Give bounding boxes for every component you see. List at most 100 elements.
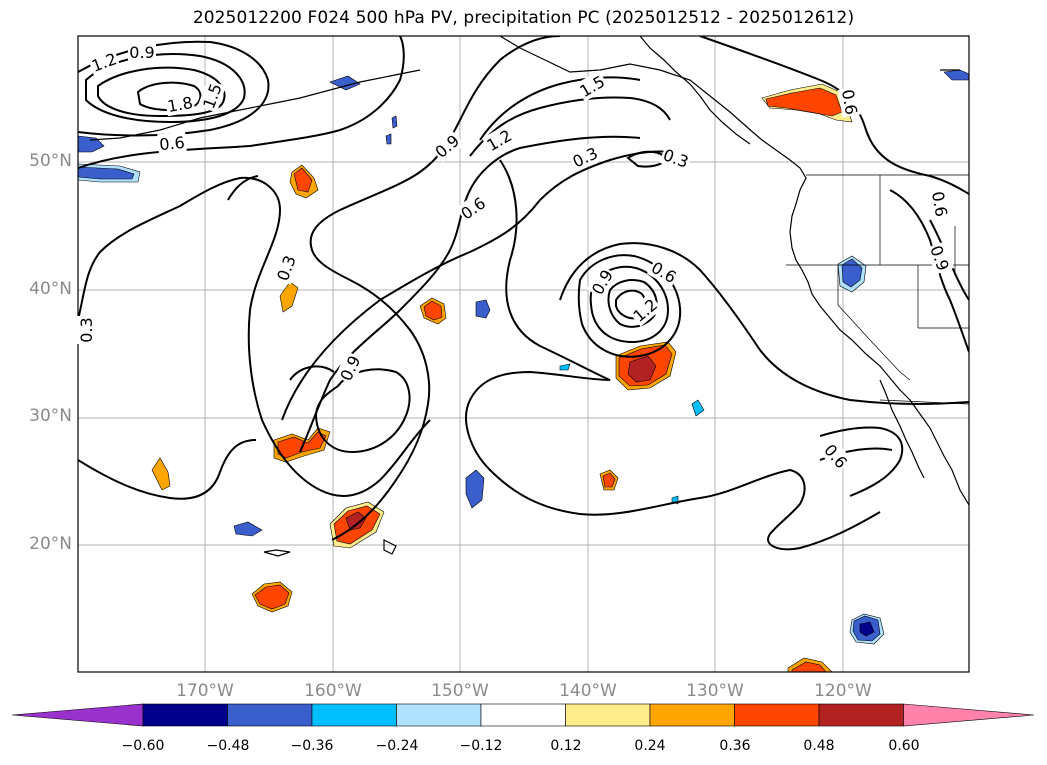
precip-positive bbox=[151, 457, 171, 491]
pv-contour bbox=[319, 419, 431, 497]
precip-negative bbox=[78, 166, 135, 180]
colorbar-tick-label: −0.36 bbox=[290, 738, 334, 754]
colorbar-extend-low bbox=[11, 703, 144, 727]
pv-contour bbox=[589, 265, 670, 344]
contour-label: 0.3 bbox=[77, 317, 96, 342]
pv-contour bbox=[479, 76, 641, 141]
contour-label-bg bbox=[659, 143, 693, 173]
colorbar-segment bbox=[142, 703, 228, 727]
pv-contour bbox=[299, 135, 641, 453]
contour-label: 0.6 bbox=[820, 440, 851, 472]
lon-label: 140°W bbox=[559, 681, 617, 701]
pv-contour bbox=[78, 40, 270, 137]
precip-negative bbox=[78, 135, 105, 153]
contour-label-bg bbox=[271, 251, 301, 285]
contour-label-bg bbox=[574, 70, 610, 102]
precip-positive bbox=[602, 472, 616, 488]
colorbar-segment bbox=[565, 703, 651, 727]
contour-label: 0.9 bbox=[336, 353, 364, 384]
colorbar-segment bbox=[480, 703, 566, 727]
lat-label: 40°N bbox=[29, 279, 72, 299]
precip-negative bbox=[233, 521, 263, 537]
colorbar-segment bbox=[818, 703, 904, 727]
precip-negative bbox=[475, 299, 491, 319]
contour-label: 0.6 bbox=[648, 258, 680, 287]
contour-label-bg bbox=[429, 129, 465, 163]
contour-label: 0.6 bbox=[159, 133, 186, 154]
pv-contour bbox=[281, 150, 671, 421]
gridlines bbox=[78, 36, 969, 672]
colorbar-tick-label: 0.36 bbox=[719, 738, 751, 754]
colorbar-segment bbox=[734, 703, 820, 727]
contour-label-bg bbox=[164, 91, 196, 117]
pv-contour bbox=[309, 36, 561, 541]
lat-label: 50°N bbox=[29, 151, 72, 171]
pv-contour bbox=[78, 176, 321, 491]
colorbar-tick-label: −0.24 bbox=[375, 738, 419, 754]
colorbar-tick-label: 0.12 bbox=[550, 738, 582, 754]
lat-label: 20°N bbox=[29, 534, 72, 554]
pv-contour bbox=[78, 439, 257, 500]
contour-label-bg bbox=[157, 131, 187, 155]
lat-label: 30°N bbox=[29, 406, 72, 426]
pv-contour bbox=[227, 175, 259, 201]
precip-negative bbox=[559, 363, 571, 371]
colorbar-tick-label: −0.12 bbox=[459, 738, 503, 754]
lon-label: 130°W bbox=[686, 681, 744, 701]
contour-label: 0.6 bbox=[928, 190, 951, 218]
pv-contour bbox=[577, 254, 682, 358]
contour-label: 0.6 bbox=[457, 193, 489, 223]
precip-negative bbox=[691, 399, 705, 417]
colorbar-tick-label: 0.24 bbox=[634, 738, 666, 754]
precip-positive bbox=[627, 355, 657, 383]
pv-contour bbox=[819, 426, 904, 497]
contour-label-bg bbox=[819, 438, 853, 474]
contour-label-bg bbox=[335, 351, 365, 385]
contour-label: 0.3 bbox=[570, 143, 601, 171]
contour-label-bg bbox=[646, 256, 682, 288]
contour-label-bg bbox=[455, 191, 491, 225]
precip-negative bbox=[391, 115, 398, 129]
contour-label: 0.6 bbox=[838, 88, 861, 116]
colorbar-segment bbox=[227, 703, 313, 727]
contour-label-bg bbox=[197, 79, 227, 113]
precip-positive bbox=[765, 87, 843, 117]
colorbar-segment bbox=[311, 703, 397, 727]
contour-label-bg bbox=[76, 316, 96, 344]
contour-label-bg bbox=[627, 293, 663, 327]
contour-label-bg bbox=[87, 47, 121, 77]
pv-contour bbox=[136, 81, 202, 112]
pv-contours bbox=[78, 36, 969, 551]
contour-label: 1.5 bbox=[576, 72, 608, 101]
pv-contour bbox=[559, 242, 969, 405]
contour-label-bg bbox=[927, 188, 953, 220]
map-title: 2025012200 F024 500 hPa PV, precipitatio… bbox=[192, 8, 855, 28]
pv-contour bbox=[469, 96, 671, 157]
precip-positive bbox=[293, 167, 313, 193]
lon-label: 120°W bbox=[814, 681, 872, 701]
pv-contour bbox=[607, 279, 658, 328]
pv-contour bbox=[699, 36, 969, 195]
contour-label: 0.9 bbox=[129, 43, 154, 62]
colorbar-tick-label: −0.60 bbox=[121, 738, 165, 754]
contour-label-bg bbox=[837, 86, 863, 118]
contour-label-bg bbox=[925, 241, 955, 275]
lon-label: 160°W bbox=[304, 681, 362, 701]
precip-negative bbox=[859, 621, 875, 637]
precip-negative bbox=[943, 69, 969, 81]
pv-contour bbox=[289, 365, 335, 381]
precip-negative bbox=[465, 469, 485, 509]
colorbar-tick-label: −0.48 bbox=[206, 738, 250, 754]
precip-positive bbox=[254, 584, 290, 610]
precip-negative bbox=[385, 133, 392, 145]
pv-contour bbox=[465, 159, 881, 551]
colorbar-segment bbox=[396, 703, 482, 727]
colorbar-tick-label: 0.48 bbox=[803, 738, 835, 754]
contour-label-bg bbox=[568, 142, 602, 172]
colorbar bbox=[11, 703, 1035, 727]
precipitation-shading bbox=[78, 69, 969, 672]
pv-contour bbox=[97, 66, 226, 118]
colorbar-segment bbox=[649, 703, 735, 727]
colorbar-extend-high bbox=[903, 703, 1035, 727]
